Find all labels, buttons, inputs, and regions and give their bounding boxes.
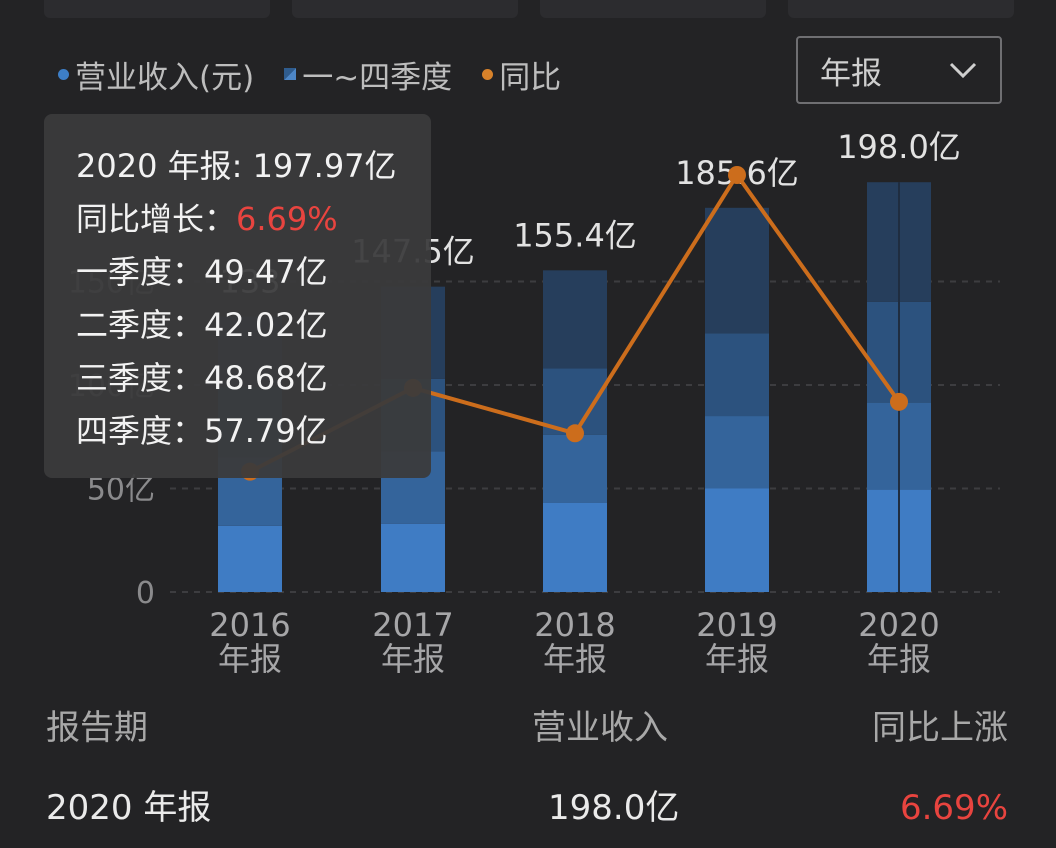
bar-segment [543,434,607,503]
bar-total-label: 198.0亿 [837,128,961,166]
legend-dot-icon [482,68,494,80]
x-tick-label: 年报 [218,640,282,678]
legend-yoy[interactable]: 同比 [482,52,561,97]
yoy-point [890,392,908,411]
row-yoy: 6.69% [899,788,1008,828]
chart-legend: 营业收入(元) 一~四季度 同比 [58,52,561,96]
table-row[interactable]: 2020 年报 198.0亿 6.69% [0,780,1056,836]
bar-segment [705,333,769,417]
tooltip-q1: 一季度：49.47亿 [76,253,328,291]
tooltip-q3: 三季度：48.68亿 [76,359,328,397]
tooltip-yoy-label: 同比增长： [76,200,237,238]
header-yoy: 同比上涨 [872,708,1008,748]
chart-tooltip: 2020 年报: 197.97亿 同比增长：6.69% 一季度：49.47亿 二… [44,114,431,478]
legend-revenue[interactable]: 营业收入(元) [58,52,254,97]
bar-segment [543,270,607,369]
top-tab-4[interactable] [788,0,1014,18]
y-tick-label: 50亿 [87,473,155,508]
tooltip-q2: 二季度：42.02亿 [76,306,328,344]
x-tick-label: 年报 [705,640,769,678]
row-revenue: 198.0亿 [548,788,680,828]
legend-dot-icon [58,68,69,80]
x-tick-label: 2019 [696,606,777,644]
table-header: 报告期 营业收入 同比上涨 [0,700,1056,756]
row-period: 2020 年报 [46,788,212,828]
bar-segment [218,525,282,592]
legend-quarters-label: 一~四季度 [302,59,453,96]
bar-segment [705,416,769,489]
x-tick-label: 2016 [209,606,290,644]
top-tab-2[interactable] [292,0,518,18]
tooltip-q4: 四季度：57.79亿 [76,412,328,450]
bar-segment [705,488,769,592]
yoy-point [728,166,746,184]
header-revenue: 营业收入 [532,708,668,748]
tooltip-yoy: 同比增长：6.69% [76,193,431,246]
yoy-point [566,424,584,443]
top-tab-1[interactable] [44,0,270,18]
x-tick-label: 2017 [372,606,453,644]
legend-yoy-label: 同比 [499,59,562,96]
x-tick-label: 2020 [858,606,939,644]
tooltip-title: 2020 年报: 197.97亿 [76,147,397,185]
bar-segment [543,502,607,592]
legend-quarters[interactable]: 一~四季度 [284,52,452,97]
x-tick-label: 年报 [543,640,607,678]
legend-revenue-label: 营业收入(元) [75,59,255,96]
tooltip-yoy-value: 6.69% [236,200,338,238]
bar-segment [705,207,769,334]
chevron-down-icon [949,62,977,79]
x-tick-label: 年报 [381,640,445,678]
bar-segment [381,523,445,592]
top-tab-3[interactable] [540,0,766,18]
header-period: 报告期 [46,708,148,748]
x-tick-label: 年报 [867,640,931,678]
bar-total-label: 155.4亿 [513,216,637,254]
y-tick-label: 0 [136,576,155,611]
dropdown-value: 年报 [820,55,882,92]
legend-square-icon [284,68,297,80]
x-tick-label: 2018 [534,606,615,644]
period-dropdown[interactable]: 年报 [796,36,1002,104]
